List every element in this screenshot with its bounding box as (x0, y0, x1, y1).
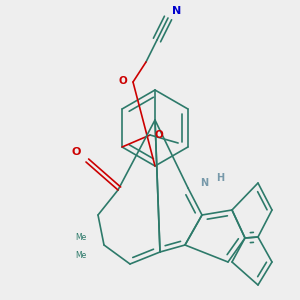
Text: H: H (216, 173, 224, 183)
Text: O: O (118, 76, 127, 86)
Text: O: O (154, 130, 163, 140)
Text: N: N (172, 6, 181, 16)
Text: Me: Me (75, 250, 86, 260)
Text: N: N (200, 178, 208, 188)
Text: Me: Me (75, 232, 86, 242)
Text: O: O (72, 147, 81, 157)
